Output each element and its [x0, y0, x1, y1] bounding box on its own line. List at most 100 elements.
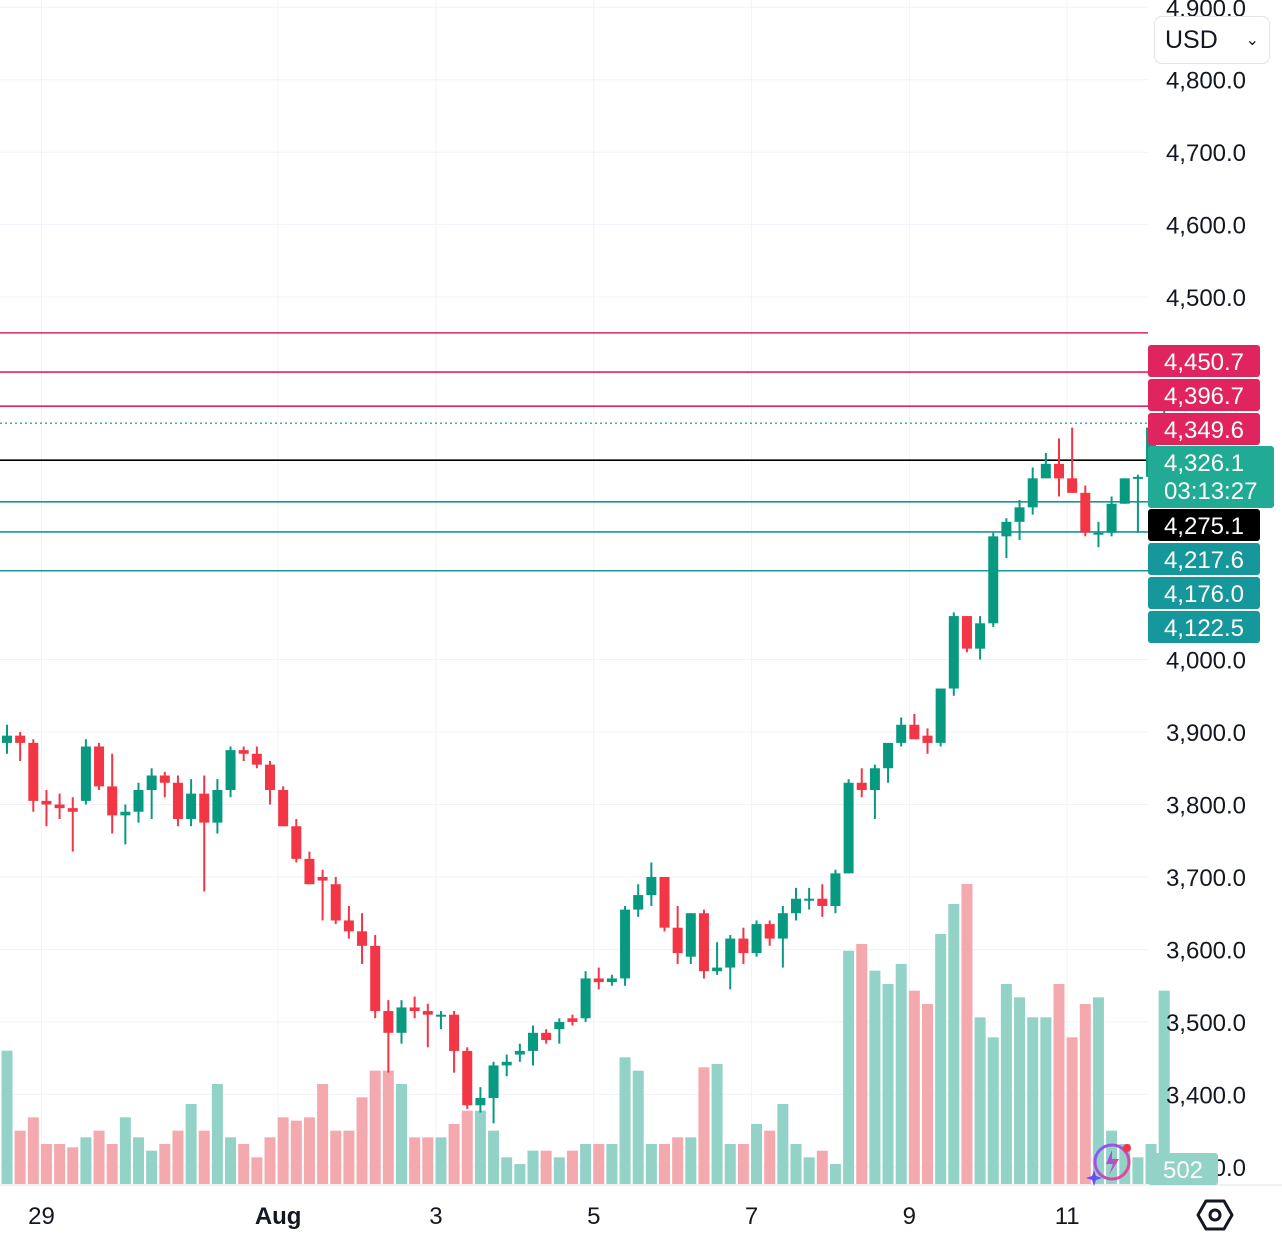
last-volume-bg [1148, 1153, 1218, 1185]
candle [698, 909, 709, 979]
candle-body [383, 1011, 394, 1033]
volume-bar [1040, 1017, 1052, 1184]
countdown-text: 03:13:27 [1164, 478, 1257, 505]
volume-bar [185, 1104, 197, 1184]
price-label-text: 4,122.5 [1164, 615, 1244, 642]
candle [1040, 452, 1051, 479]
candle-body [883, 742, 894, 769]
volume-bar [790, 1144, 802, 1184]
volume-bar [369, 1070, 381, 1184]
candle [1067, 427, 1078, 493]
candle [856, 768, 867, 798]
volume-bar [251, 1157, 263, 1184]
volume-bar [619, 1057, 631, 1184]
volume-bar [843, 950, 855, 1184]
currency-select[interactable]: USD ⌄ [1154, 16, 1270, 64]
volume-bar [1132, 1157, 1144, 1184]
candle-body [370, 945, 381, 1012]
price-label-reference: 4,275.1 [1148, 509, 1260, 541]
volume-bar [317, 1084, 329, 1184]
candle-body [54, 804, 65, 809]
ai-assistant-button[interactable] [1082, 1136, 1138, 1192]
time-tick-label: 9 [903, 1203, 916, 1230]
candle [514, 1043, 525, 1062]
candle-body [80, 746, 91, 801]
candle-body [94, 746, 105, 787]
volume-bar [146, 1150, 158, 1184]
volume-bar [698, 1067, 710, 1184]
candle-body [764, 924, 775, 939]
candle-body [1054, 463, 1064, 479]
candle [291, 818, 302, 863]
candle-body [948, 616, 959, 689]
candle-body [606, 978, 617, 983]
candle [94, 742, 105, 790]
volume-bar [777, 1104, 789, 1184]
price-label-support: 4,122.5 [1148, 611, 1260, 643]
volume-bars [1, 884, 1170, 1184]
volume-bar [606, 1144, 618, 1184]
volume-bar [935, 934, 947, 1184]
candle [541, 1029, 552, 1044]
volume-bar [290, 1120, 302, 1184]
candle-body [28, 742, 39, 801]
candle [501, 1054, 512, 1077]
last-volume-label: 502 [1148, 1153, 1218, 1185]
candle-body [988, 536, 999, 624]
candle [212, 779, 223, 834]
candle [935, 688, 946, 747]
candle [251, 746, 262, 769]
candle-body [685, 913, 696, 957]
settings-button[interactable] [1196, 1196, 1234, 1234]
candle-body [396, 1007, 407, 1033]
candle [751, 920, 762, 957]
candle [488, 1061, 499, 1124]
candle [580, 971, 591, 1022]
time-tick-label: 7 [745, 1203, 758, 1230]
price-label-resistance: 4,450.7 [1148, 345, 1260, 377]
volume-bar [1079, 1004, 1091, 1184]
candle [606, 974, 617, 986]
candle-body [159, 775, 170, 783]
candle [80, 739, 91, 805]
volume-bar [659, 1144, 670, 1184]
currency-label: USD [1165, 25, 1218, 54]
volume-bar [488, 1130, 500, 1184]
price-label-text: 4,450.7 [1164, 349, 1244, 376]
candle [909, 713, 920, 740]
candle [777, 905, 788, 968]
volume-bar [540, 1150, 552, 1184]
time-tick-label: 3 [429, 1203, 442, 1230]
volume-bar [895, 964, 907, 1184]
price-tick-label: 4,000.0 [1166, 648, 1246, 675]
volume-bar [277, 1117, 289, 1184]
candle-body [514, 1050, 525, 1055]
candle [554, 1018, 565, 1044]
candle-body [593, 978, 604, 983]
volume-bar [632, 1070, 644, 1184]
candle [830, 869, 841, 914]
volume-bar [1092, 997, 1104, 1184]
candle-body [922, 735, 933, 743]
volume-bar [343, 1130, 355, 1184]
volume-bar [514, 1164, 526, 1184]
candle-body [896, 724, 907, 743]
candle-body [107, 786, 118, 816]
volume-bar [527, 1150, 539, 1184]
price-label-text: 4,275.1 [1164, 513, 1244, 540]
candle [107, 753, 118, 834]
candle [567, 1014, 578, 1026]
volume-bar [303, 1117, 315, 1184]
volume-bar [106, 1144, 118, 1184]
volume-bar [593, 1144, 605, 1184]
time-tick-label: 11 [1055, 1203, 1080, 1230]
volume-bar [829, 1164, 841, 1184]
candle-body [1001, 521, 1012, 537]
candle [988, 532, 999, 627]
volume-bar [685, 1137, 697, 1184]
candle [1093, 521, 1104, 548]
volume-bar [159, 1144, 171, 1184]
volume-bar [922, 1004, 933, 1184]
candle [1132, 474, 1143, 533]
